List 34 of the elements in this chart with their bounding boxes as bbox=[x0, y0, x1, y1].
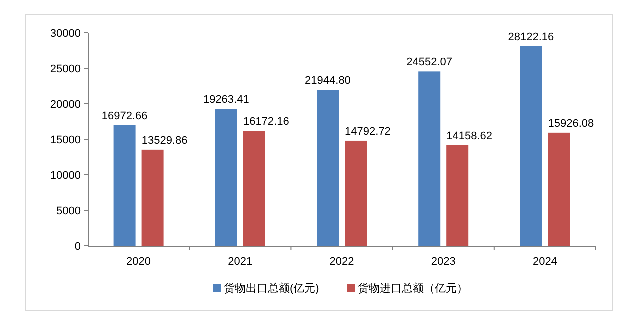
bar bbox=[520, 46, 542, 246]
bar bbox=[418, 72, 441, 246]
bar bbox=[243, 131, 266, 246]
y-tick-label: 30000 bbox=[50, 28, 81, 40]
data-label: 13529.86 bbox=[142, 134, 188, 147]
data-label: 14158.62 bbox=[446, 130, 493, 142]
x-tick-label: 2020 bbox=[126, 256, 152, 268]
data-label: 21944.80 bbox=[305, 75, 351, 88]
y-tick-label: 25000 bbox=[50, 64, 81, 76]
legend-label: 货物进口总额（亿元） bbox=[358, 282, 468, 295]
data-label: 24552.07 bbox=[406, 56, 453, 69]
bar bbox=[446, 145, 469, 246]
x-tick-label: 2022 bbox=[330, 256, 354, 268]
bar bbox=[345, 140, 367, 246]
data-label: 16972.66 bbox=[102, 110, 148, 122]
data-label: 16172.16 bbox=[243, 116, 290, 128]
y-tick-label: 5000 bbox=[56, 206, 81, 218]
data-label: 28122.16 bbox=[508, 31, 554, 44]
bar bbox=[114, 125, 136, 246]
y-tick-label: 20000 bbox=[50, 99, 81, 111]
x-tick-label: 2021 bbox=[228, 256, 253, 268]
y-tick-label: 15000 bbox=[50, 134, 81, 146]
legend-label: 货物出口总额(亿元) bbox=[224, 282, 320, 295]
bar bbox=[215, 109, 238, 246]
y-tick-label: 10000 bbox=[50, 170, 81, 182]
data-label: 14792.72 bbox=[345, 126, 391, 138]
bar bbox=[142, 150, 164, 246]
x-tick-label: 2023 bbox=[431, 256, 456, 268]
data-label: 19263.41 bbox=[203, 94, 250, 106]
data-label: 15926.08 bbox=[548, 118, 594, 130]
x-tick-label: 2024 bbox=[532, 256, 558, 268]
y-tick-label: 0 bbox=[74, 241, 81, 253]
bar bbox=[317, 90, 339, 246]
bar bbox=[548, 132, 570, 246]
